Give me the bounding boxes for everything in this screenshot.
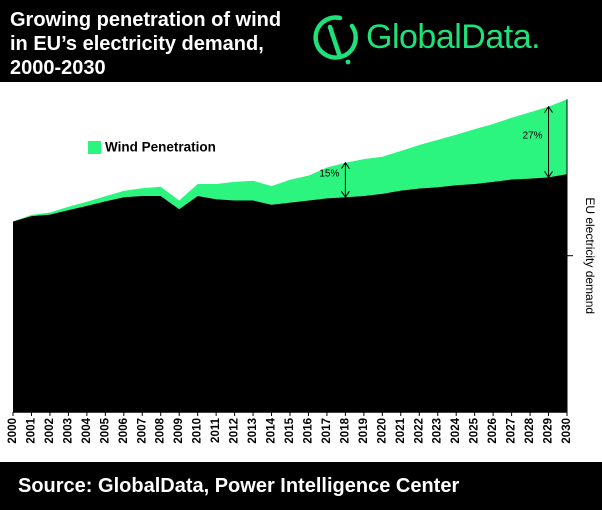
- x-tick-label-2001: 2001: [26, 417, 38, 443]
- chart-title-line-2: in EU’s electricity demand,: [10, 33, 264, 55]
- x-tick-label-2013: 2013: [247, 418, 259, 444]
- chart-title-line-3: 2000-2030: [10, 57, 106, 79]
- x-tick-label-2012: 2012: [229, 418, 241, 444]
- x-tick-label-2011: 2011: [210, 417, 222, 443]
- x-axis: 2000 2001 2002 2003 2004 2005 2006 2007 2008 2009…: [7, 411, 573, 444]
- x-tick-label-2027: 2027: [506, 418, 518, 444]
- x-tick-label-2008: 2008: [155, 417, 167, 443]
- footer-bar: Source: GlobalData, Power Intelligence C…: [0, 462, 602, 510]
- legend-swatch-wind: [88, 141, 101, 154]
- annotation-arrowhead-top: [544, 105, 553, 113]
- x-tick-label-2003: 2003: [62, 418, 74, 444]
- x-tick-label-2016: 2016: [303, 418, 315, 444]
- x-tick-label-2022: 2022: [413, 418, 425, 444]
- x-tick-label-2004: 2004: [81, 417, 93, 443]
- x-tick-label-2018: 2018: [339, 417, 351, 443]
- x-tick-label-2030: 2030: [561, 418, 573, 444]
- header-bar: Growing penetration of wind in EU’s elec…: [0, 0, 602, 82]
- x-tick-label-2025: 2025: [469, 417, 481, 443]
- x-tick-label-2020: 2020: [376, 418, 388, 444]
- annotation-label: 15%: [319, 169, 339, 180]
- x-tick-label-2006: 2006: [118, 418, 130, 444]
- y-axis-label: EU electricity demand: [583, 197, 597, 314]
- x-tick-label-2024: 2024: [450, 417, 462, 443]
- source-note: Source: GlobalData, Power Intelligence C…: [18, 475, 460, 497]
- x-tick-label-2007: 2007: [136, 418, 148, 444]
- brand-logo-text: GlobalData.: [366, 18, 541, 56]
- chart-title-line-1: Growing penetration of wind: [10, 9, 282, 31]
- annotation-arrowhead-bottom: [544, 171, 553, 179]
- annotation-arrowhead-bottom: [340, 190, 350, 199]
- x-tick-label-2010: 2010: [192, 418, 204, 444]
- x-tick-label-2002: 2002: [44, 418, 56, 444]
- legend-label-wind: Wind Penetration: [105, 140, 216, 155]
- x-tick-label-2029: 2029: [543, 418, 555, 444]
- x-tick-label-2005: 2005: [99, 417, 111, 443]
- x-tick-label-2023: 2023: [432, 418, 444, 444]
- annotation-arrowhead-top: [340, 161, 350, 169]
- chart-annotations: 15% 27%: [319, 105, 553, 199]
- x-tick-label-2014: 2014: [266, 417, 278, 443]
- x-tick-label-2028: 2028: [524, 417, 536, 443]
- x-tick-label-2026: 2026: [487, 418, 499, 444]
- x-tick-label-2021: 2021: [395, 417, 407, 443]
- x-tick-label-2019: 2019: [358, 418, 370, 444]
- wind-penetration-chart: 2000 2001 2002 2003 2004 2005 2006 2007 2008 2009…: [7, 99, 597, 444]
- globaldata-logo-icon: [313, 15, 358, 65]
- annotation-arrow-15pct: 15%: [319, 161, 350, 199]
- x-tick-label-2015: 2015: [284, 417, 296, 443]
- wind-penetration-area: [13, 99, 567, 222]
- x-tick-label-2009: 2009: [173, 418, 185, 444]
- chart-legend: Wind Penetration: [88, 140, 216, 155]
- annotation-arrow-27pct: 27%: [523, 105, 553, 179]
- y-axis: EU electricity demand: [566, 99, 597, 412]
- eu-demand-area: [13, 174, 567, 412]
- chart-areas: [13, 99, 567, 412]
- x-tick-label-2017: 2017: [321, 418, 333, 444]
- annotation-label: 27%: [523, 131, 543, 142]
- x-tick-label-2000: 2000: [7, 418, 19, 444]
